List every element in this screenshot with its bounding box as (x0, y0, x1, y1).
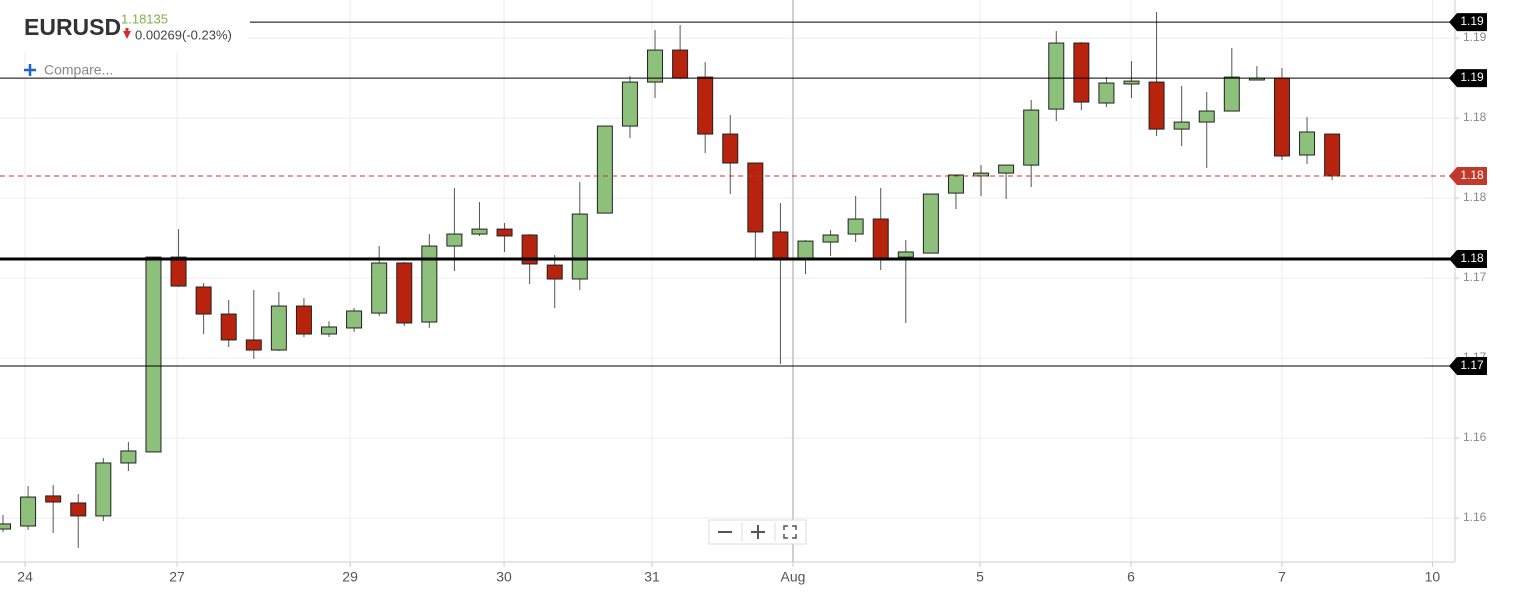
y-tick-label: 1.19 (1463, 30, 1487, 44)
candle-body (947, 174, 964, 194)
hline-box (1449, 250, 1487, 269)
plot-area: 1.19 1.18 1.18 1.17 1.17 1.16 1.16 24 27 29 30 31 Au… (0, 0, 1487, 585)
candle-body (1324, 133, 1341, 177)
candle-body (1098, 82, 1115, 104)
candle-body (596, 125, 613, 214)
candle-body (45, 495, 62, 503)
hline-label: 1.17 (1460, 358, 1484, 372)
candle-body (295, 305, 312, 335)
candle-body (546, 264, 563, 280)
candle-body (1273, 77, 1290, 157)
candle-body (772, 231, 789, 261)
y-tick-label: 1.18 (1463, 190, 1487, 204)
candle-body (797, 240, 814, 260)
x-tick-label: 5 (976, 569, 984, 585)
candle-body (421, 245, 438, 323)
hline-box (1449, 13, 1487, 32)
candle-body (521, 234, 538, 265)
candle-body (1023, 109, 1040, 166)
candle-body (396, 262, 413, 324)
y-tick-label: 1.17 (1463, 270, 1487, 284)
candle-body (220, 313, 237, 341)
candle-body (346, 310, 363, 329)
x-tick-label: 7 (1278, 569, 1286, 585)
x-tick-label: 10 (1425, 569, 1441, 585)
candle-body (847, 218, 864, 235)
candle-body (872, 218, 889, 260)
candle-body (1173, 121, 1190, 130)
down-arrow (123, 28, 131, 39)
hline-box (1449, 69, 1487, 88)
candle-body (672, 49, 689, 79)
candle-body (621, 81, 638, 127)
hline-label: 1.18 (1460, 251, 1484, 265)
compare[interactable]: Compare... (44, 62, 113, 78)
fullscreen[interactable] (783, 525, 797, 539)
candle-body (647, 49, 664, 83)
candle-body (20, 496, 37, 527)
candle-body (1299, 131, 1316, 156)
candle-body (446, 233, 463, 247)
symbol: EURUSD (24, 14, 121, 40)
candle-body (922, 193, 939, 254)
x-tick-label: 29 (342, 569, 358, 585)
candle-body (1198, 110, 1215, 123)
hline-label: 1.19 (1460, 14, 1484, 28)
candle-body (270, 305, 287, 351)
candle-body (998, 164, 1015, 174)
plus-icon[interactable] (24, 64, 36, 76)
candle-body (245, 339, 262, 351)
zoom-controls (708, 519, 807, 545)
price: 1.18135 (121, 11, 168, 26)
candle-body (321, 326, 338, 335)
candle-body (897, 251, 914, 258)
x-tick-label: 6 (1127, 569, 1135, 585)
candle-body (822, 234, 839, 243)
zoom-in[interactable] (751, 525, 765, 539)
candle-body (120, 450, 137, 464)
candle-body (170, 256, 187, 287)
candle-body (195, 286, 212, 315)
candle-body (1148, 81, 1165, 130)
candle-body (697, 76, 714, 135)
candle-body (371, 262, 388, 314)
x-tick-label: 31 (644, 569, 660, 585)
candle-body (747, 162, 764, 233)
hline-box (1449, 357, 1487, 376)
y-tick-label: 1.18 (1463, 110, 1487, 124)
y-tick-label: 1.16 (1463, 430, 1487, 444)
candle-body (722, 133, 739, 164)
candle-body (571, 213, 588, 280)
candle-body (95, 462, 112, 517)
last-price-box (1449, 166, 1487, 185)
x-tick-label: 30 (496, 569, 512, 585)
hline-label: 1.19 (1460, 70, 1484, 84)
x-tick-label: 24 (17, 569, 33, 585)
header-bg (0, 0, 248, 52)
change: 0.00269(-0.23%) (135, 27, 232, 42)
candle-body (471, 228, 488, 235)
y-tick-label: 1.16 (1463, 510, 1487, 524)
x-tick-label: Aug (780, 569, 805, 585)
x-tick-label: 27 (169, 569, 185, 585)
candle-body (70, 502, 87, 517)
candle-body (1223, 76, 1240, 112)
candle-body (1123, 80, 1140, 85)
last-price-label: 1.18 (1460, 168, 1484, 182)
candle-body (1048, 42, 1065, 110)
candle-body (1073, 42, 1090, 103)
candle-body (0, 523, 12, 530)
candle-body (496, 228, 513, 237)
candle-body (145, 256, 162, 453)
